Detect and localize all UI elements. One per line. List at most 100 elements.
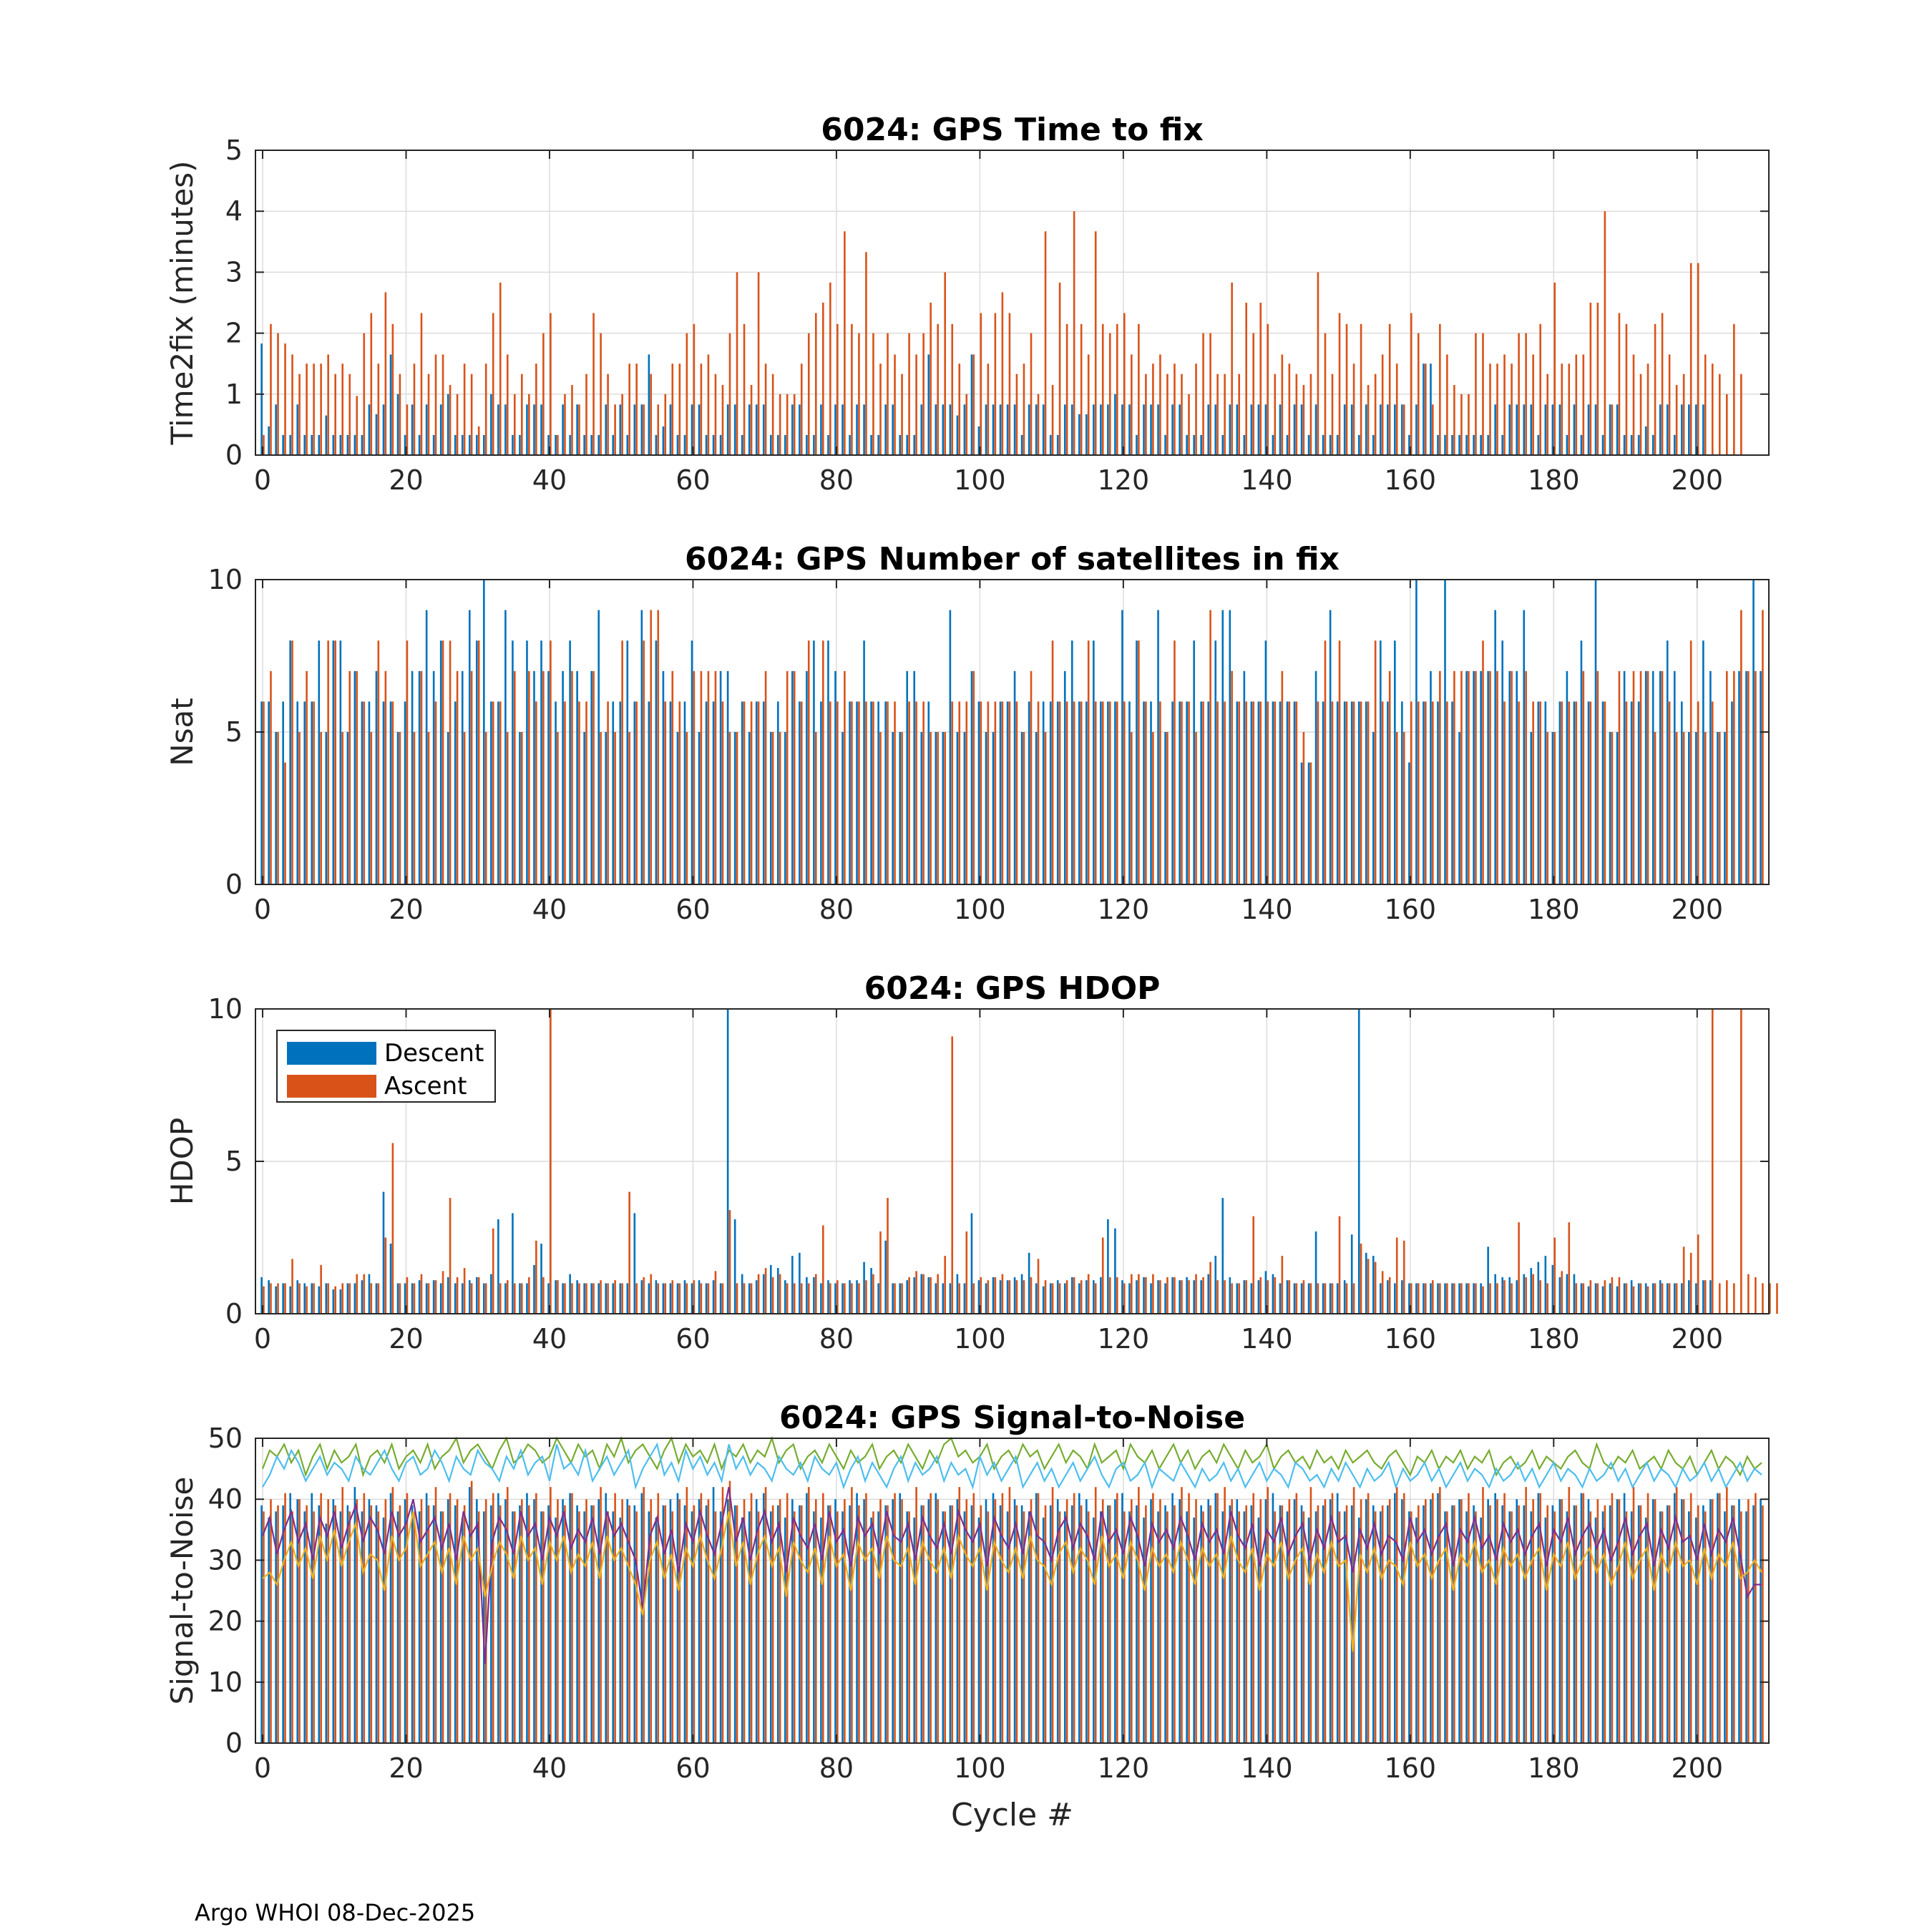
bar-ascent-56: [664, 701, 667, 884]
bar-ascent-27: [456, 1499, 459, 1743]
bar-descent-58: [676, 1283, 679, 1314]
bar-descent-85: [870, 1517, 872, 1743]
bar-ascent-104: [1008, 1487, 1011, 1743]
bar-descent-55: [655, 434, 658, 455]
bar-descent-13: [353, 670, 356, 884]
bar-descent-182: [1566, 434, 1568, 455]
bar-descent-59: [683, 434, 686, 455]
bar-descent-144: [1293, 701, 1296, 884]
bar-descent-117: [1100, 701, 1102, 884]
bar-descent-39: [540, 404, 542, 455]
bar-descent-83: [856, 701, 858, 884]
bar-descent-87: [884, 1505, 887, 1743]
bar-ascent-179: [1546, 732, 1549, 884]
bar-ascent-31: [484, 732, 487, 884]
bar-ascent-156: [1381, 701, 1384, 884]
bar-ascent-128: [1181, 374, 1183, 455]
bar-ascent-78: [822, 303, 824, 455]
bar-descent-33: [497, 701, 499, 884]
bar-descent-110: [1049, 434, 1052, 455]
bar-descent-115: [1085, 1499, 1088, 1743]
bar-descent-49: [612, 434, 615, 455]
bar-ascent-146: [1309, 1283, 1312, 1314]
bar-ascent-88: [894, 701, 896, 884]
bar-descent-44: [576, 1505, 578, 1743]
bar-descent-60: [691, 640, 693, 884]
bar-descent-93: [927, 1499, 930, 1743]
bar-descent-126: [1164, 732, 1166, 884]
bar-descent-106: [1020, 1274, 1023, 1314]
bar-ascent-173: [1503, 701, 1506, 884]
bar-ascent-152: [1352, 1283, 1355, 1314]
bar-ascent-186: [1596, 670, 1599, 884]
bar-descent-80: [834, 404, 836, 455]
bar-descent-192: [1637, 1505, 1640, 1743]
bar-ascent-154: [1367, 385, 1370, 455]
bar-ascent-201: [1704, 1511, 1707, 1743]
bar-ascent-90: [908, 1277, 910, 1314]
bar-descent-49: [612, 1511, 615, 1743]
bar-ascent-59: [686, 1283, 688, 1314]
bar-ascent-156: [1381, 354, 1384, 455]
bar-ascent-166: [1453, 1505, 1455, 1743]
bar-descent-130: [1193, 434, 1195, 455]
bar-ascent-118: [1108, 701, 1111, 884]
bar-ascent-80: [836, 701, 839, 884]
bar-descent-193: [1644, 670, 1647, 884]
bar-descent-176: [1523, 404, 1526, 455]
bar-descent-161: [1415, 580, 1418, 884]
bar-ascent-58: [678, 701, 681, 884]
bar-ascent-202: [1711, 1499, 1714, 1743]
series-ascent: [263, 1009, 1778, 1314]
bar-ascent-111: [1058, 1283, 1061, 1314]
bar-ascent-198: [1682, 1246, 1685, 1314]
bar-descent-175: [1516, 404, 1518, 455]
bar-descent-190: [1623, 1493, 1626, 1743]
bar-descent-56: [662, 670, 665, 884]
bar-descent-49: [612, 701, 615, 884]
bar-descent-200: [1695, 1517, 1697, 1743]
bar-ascent-180: [1553, 282, 1556, 455]
bar-descent-6: [303, 1283, 306, 1314]
bar-descent-115: [1085, 414, 1088, 455]
bar-ascent-3: [284, 1493, 286, 1743]
bar-descent-92: [920, 1274, 923, 1314]
bar-descent-2: [275, 1511, 277, 1743]
bar-ascent-165: [1446, 701, 1448, 884]
bar-ascent-188: [1611, 404, 1614, 455]
bar-descent-166: [1451, 701, 1453, 884]
bar-descent-126: [1164, 1283, 1166, 1314]
bar-ascent-127: [1174, 640, 1176, 884]
bar-ascent-178: [1539, 1493, 1541, 1743]
x-tick-label: 20: [389, 1752, 423, 1784]
bar-ascent-147: [1317, 272, 1319, 455]
bar-ascent-149: [1331, 701, 1334, 884]
bar-ascent-74: [793, 1283, 796, 1314]
bar-ascent-147: [1317, 1505, 1319, 1743]
bar-ascent-150: [1338, 640, 1341, 884]
bar-ascent-99: [972, 670, 975, 884]
bar-descent-50: [619, 1517, 622, 1743]
bar-ascent-81: [844, 670, 846, 884]
bar-descent-119: [1114, 394, 1116, 455]
x-tick-label: 160: [1385, 464, 1437, 496]
bar-descent-68: [748, 404, 751, 455]
bar-ascent-42: [564, 1283, 566, 1314]
bar-ascent-196: [1668, 1505, 1671, 1743]
bar-descent-67: [741, 1517, 743, 1743]
chart-title: 6024: GPS Number of satellites in fix: [685, 541, 1340, 577]
bar-descent-194: [1652, 1499, 1654, 1743]
bar-descent-79: [827, 434, 829, 455]
bar-descent-102: [992, 1493, 995, 1743]
bar-ascent-100: [980, 701, 982, 884]
bar-descent-95: [942, 1283, 945, 1314]
bar-descent-177: [1530, 1268, 1533, 1314]
bar-descent-70: [762, 1493, 765, 1743]
bar-descent-19: [396, 1511, 399, 1743]
bar-descent-149: [1329, 434, 1332, 455]
bar-descent-77: [813, 640, 815, 884]
bar-descent-190: [1623, 434, 1626, 455]
bar-descent-108: [1035, 404, 1038, 455]
series-descent: [260, 580, 1762, 884]
